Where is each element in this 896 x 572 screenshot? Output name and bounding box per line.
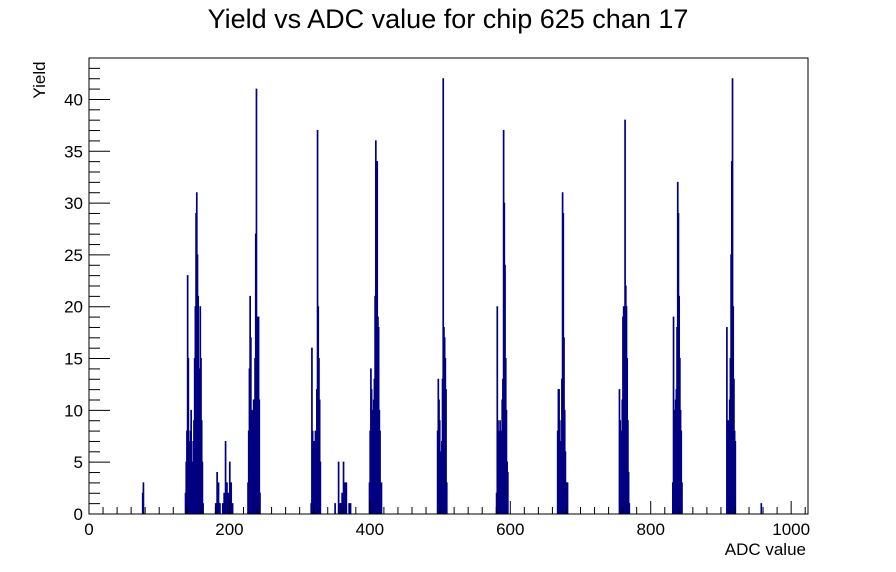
x-tick-label: 800 — [637, 520, 665, 539]
histogram-bin — [217, 482, 220, 514]
y-tick-label: 20 — [64, 298, 83, 317]
histogram-bin — [202, 503, 204, 514]
histogram-bin — [187, 358, 190, 514]
histogram-bin — [313, 440, 315, 514]
histogram-bin — [341, 492, 343, 514]
histogram-bin — [223, 492, 226, 514]
y-tick-label: 5 — [74, 453, 83, 472]
histogram-bin — [681, 482, 683, 514]
y-axis-label: Yield — [30, 61, 49, 98]
x-tick-label: 0 — [84, 520, 93, 539]
histogram-bin — [726, 326, 728, 514]
y-tick-label: 40 — [64, 90, 83, 109]
histogram-bin — [760, 503, 763, 514]
histogram-bin — [201, 461, 204, 514]
histogram-bin — [230, 482, 233, 514]
histogram-bin — [219, 503, 221, 514]
histogram-bin — [445, 482, 448, 514]
histogram-bin — [379, 430, 381, 514]
histogram-bin — [380, 482, 383, 514]
histogram-bin — [627, 420, 629, 514]
histogram-bin — [496, 306, 499, 514]
y-tick-label: 35 — [64, 142, 83, 161]
histogram-bin — [228, 461, 231, 514]
x-tick-label: 600 — [496, 520, 524, 539]
histogram-bin — [334, 503, 336, 514]
histogram-bin — [442, 78, 445, 514]
histogram-bin — [258, 399, 261, 514]
x-tick-label: 200 — [215, 520, 243, 539]
y-tick-label: 10 — [64, 401, 83, 420]
histogram-bin — [255, 88, 258, 514]
histogram-bin — [318, 399, 321, 514]
histogram-bin — [226, 482, 228, 514]
histogram-bin — [345, 482, 348, 514]
histogram-bin — [342, 461, 345, 514]
y-tick-label: 15 — [64, 350, 83, 369]
histogram-bin — [227, 492, 230, 514]
histogram-bin — [142, 482, 145, 514]
histogram-bin — [680, 430, 683, 514]
histogram-bin — [231, 503, 234, 514]
x-axis: 0 200 400 600 800 1000 — [84, 501, 810, 539]
histogram-bin — [319, 461, 322, 514]
histogram-bin — [734, 440, 737, 514]
histogram-bin — [224, 440, 227, 514]
x-tick-label: 1000 — [772, 520, 810, 539]
histogram-bin — [191, 461, 193, 514]
y-tick-label: 30 — [64, 194, 83, 213]
histogram-bin — [349, 503, 352, 514]
histogram-bin — [566, 482, 569, 514]
histogram-bin — [339, 503, 342, 514]
histogram-bin — [344, 482, 346, 514]
y-axis: 0 5 10 15 20 25 30 35 40 — [64, 57, 110, 524]
histogram-bin — [259, 492, 261, 514]
x-tick-label: 400 — [356, 520, 384, 539]
y-tick-label: 0 — [74, 505, 83, 524]
histogram-bars — [141, 78, 763, 514]
chart-title: Yield vs ADC value for chip 625 chan 17 — [208, 4, 689, 34]
histogram-bin — [216, 472, 218, 514]
histogram-bin — [221, 503, 224, 514]
histogram-bin — [348, 503, 350, 514]
y-tick-label: 25 — [64, 246, 83, 265]
histogram-bin — [445, 389, 447, 514]
x-axis-label: ADC value — [725, 540, 806, 559]
histogram-bin — [337, 461, 340, 514]
histogram-bin — [628, 503, 631, 514]
histogram-bin — [506, 472, 509, 514]
histogram-bin — [627, 472, 630, 514]
histogram-bin — [731, 78, 734, 514]
